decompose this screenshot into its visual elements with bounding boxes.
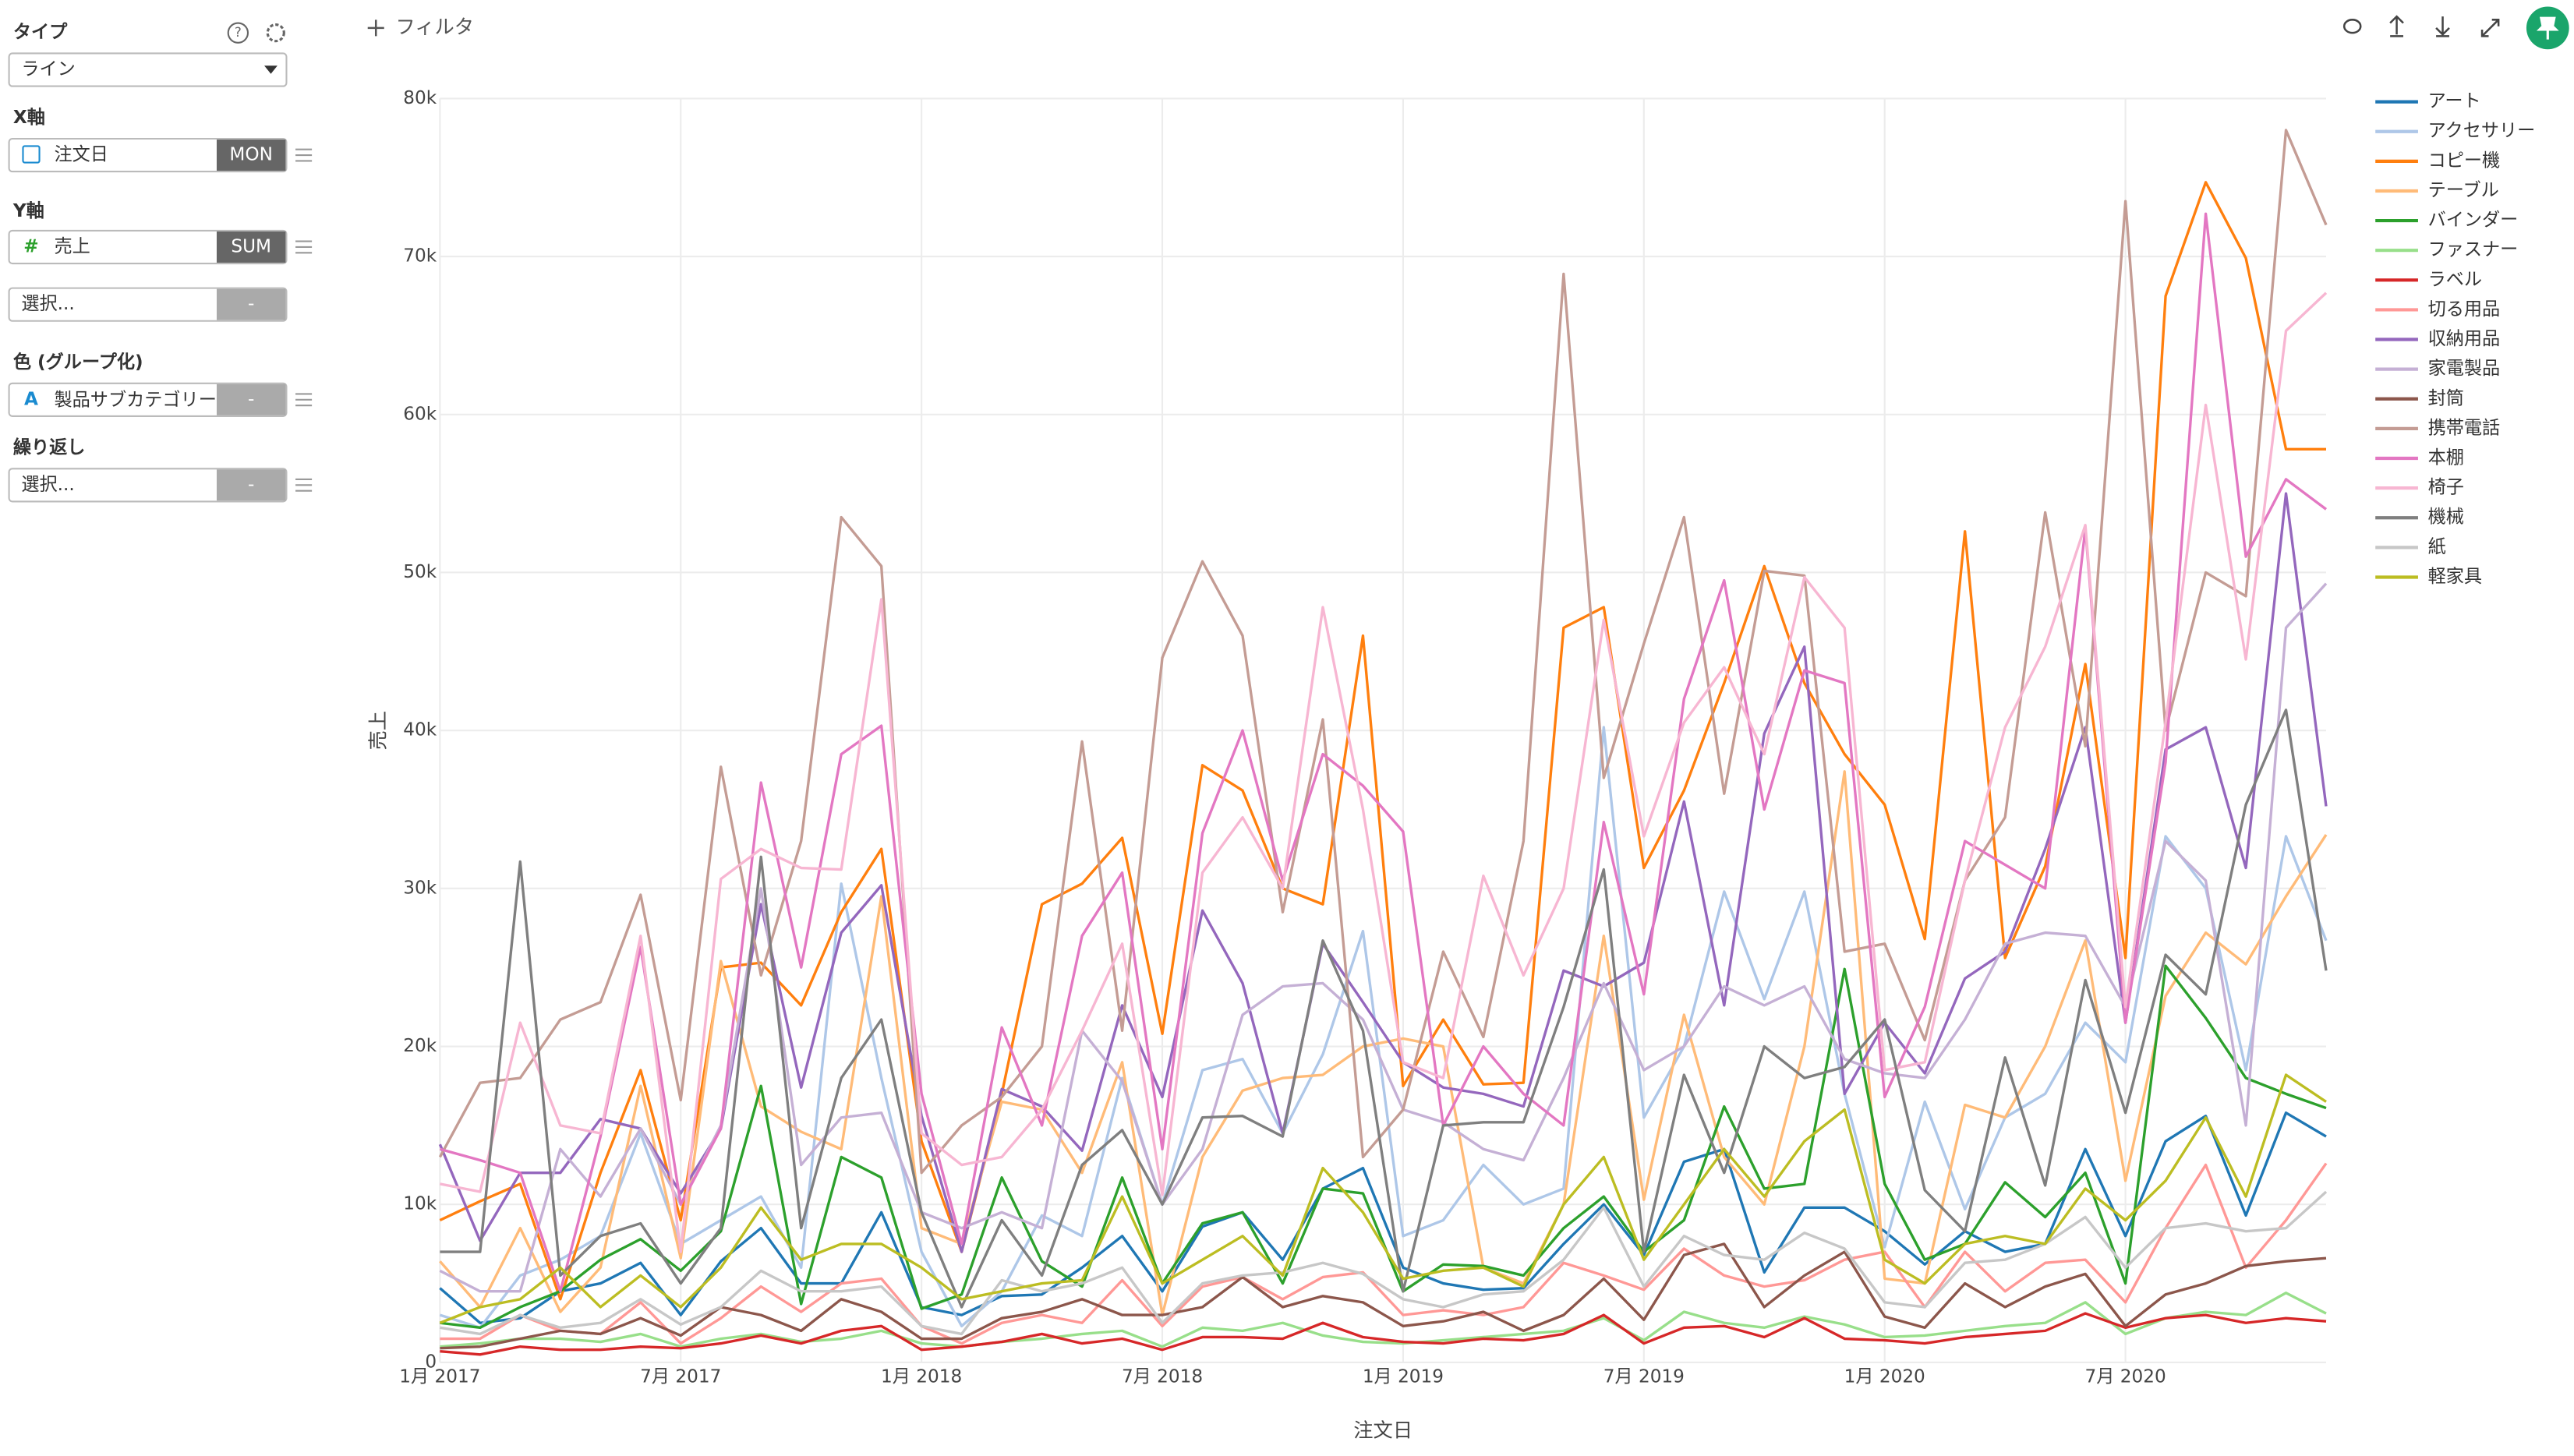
y-tick-label: 40k — [403, 720, 437, 740]
x-field-name: 注文日 — [54, 145, 108, 165]
series-line — [439, 1073, 2327, 1324]
y2-agg: - — [248, 294, 254, 314]
series-line — [440, 1312, 2327, 1356]
series-line — [440, 1190, 2328, 1336]
x-axis-label: X軸 — [13, 108, 45, 128]
legend-label: テーブル — [2428, 180, 2499, 200]
series-line — [440, 1242, 2327, 1350]
number-icon: # — [23, 236, 38, 256]
help-icon-glyph: ? — [235, 24, 242, 40]
legend-label: 切る用品 — [2428, 299, 2501, 320]
repeat-label: 繰り返し — [13, 436, 86, 458]
legend-label: ラベル — [2428, 270, 2482, 290]
y-tick-label: 0 — [425, 1352, 437, 1372]
x-tick-label: 1月 2019 — [1363, 1366, 1444, 1387]
series-line — [440, 1292, 2327, 1348]
color-field-clip: 製品サブカテゴリー — [54, 390, 216, 410]
x-tick-label: 1月 2020 — [1844, 1366, 1925, 1387]
y-agg: SUM — [231, 236, 271, 256]
color-agg: - — [248, 389, 254, 409]
toolbar: フィルタ — [367, 6, 2569, 50]
x-tick-label: 7月 2020 — [2085, 1366, 2166, 1387]
legend-label: アート — [2428, 91, 2481, 111]
color-agg-box[interactable] — [216, 383, 286, 415]
y-tick-label: 10k — [403, 1194, 437, 1214]
y-tick-label: 60k — [403, 404, 437, 424]
x-agg-box[interactable] — [216, 140, 286, 171]
type-label: タイプ — [13, 23, 68, 43]
type-dropdown[interactable] — [8, 52, 288, 87]
series-line — [439, 212, 2328, 1293]
legend-label: コピー機 — [2428, 150, 2501, 171]
color-field-name: 製品サブカテゴリー — [54, 390, 216, 410]
filter-button[interactable]: フィルタ — [396, 16, 475, 38]
repeat-agg: - — [248, 475, 254, 495]
legend-label: バインダー — [2428, 210, 2519, 231]
legend-label: 家電製品 — [2428, 359, 2501, 379]
type-value: ライン — [21, 59, 75, 80]
color-label: 色 (グループ化) — [13, 352, 143, 373]
y2-field-name: 選択... — [21, 294, 74, 314]
action-icons[interactable] — [2342, 15, 2500, 37]
dropdown-caret — [264, 65, 278, 74]
x-tick-label: 7月 2018 — [1122, 1366, 1203, 1387]
y-tick-label: 20k — [403, 1036, 437, 1056]
pin-icon — [2536, 16, 2559, 40]
legend-label: 椅子 — [2428, 478, 2464, 498]
y-tick-label: 80k — [403, 88, 437, 108]
series-line — [439, 770, 2328, 1316]
x-tick-label: 7月 2017 — [640, 1366, 721, 1387]
legend-label: 紙 — [2428, 537, 2446, 557]
legend-label: 収納用品 — [2428, 329, 2501, 349]
series-line — [440, 709, 2328, 1309]
legend-label: ファスナー — [2428, 240, 2519, 260]
text-icon: A — [24, 389, 38, 409]
legend-label: アクセサリー — [2428, 121, 2536, 141]
y-field-name: 売上 — [54, 236, 90, 256]
y-tick-label: 30k — [403, 878, 437, 898]
y-tick-label: 50k — [403, 562, 437, 582]
legend-label: 軽家具 — [2428, 567, 2482, 587]
help-icon[interactable] — [227, 22, 249, 44]
y-axis-title: 売上 — [366, 711, 389, 751]
x-tick-label: 7月 2019 — [1603, 1366, 1685, 1387]
sidebar: タイプ ? ライン X軸 注文日 MON Y軸 # 売上 SUM 選択... -… — [8, 22, 313, 503]
series-line — [440, 964, 2327, 1330]
legend-label: 機械 — [2428, 507, 2464, 528]
y-agg-box[interactable] — [216, 231, 286, 263]
legend-label: 封筒 — [2428, 388, 2464, 408]
x-tick-label: 1月 2017 — [399, 1366, 480, 1387]
y-tick-label: 70k — [403, 246, 437, 267]
x-agg: MON — [229, 145, 273, 165]
series-line — [440, 292, 2328, 1253]
series-line — [439, 726, 2328, 1330]
repeat-agg-box[interactable] — [216, 469, 286, 501]
repeat-field-name: 選択... — [21, 475, 74, 495]
calendar-icon — [22, 145, 41, 164]
series-line — [439, 1111, 2327, 1324]
menu-icons[interactable] — [295, 148, 313, 492]
legend-label: 本棚 — [2428, 448, 2464, 468]
series-line — [438, 129, 2328, 1175]
plot: 0 10k 20k 30k 40k 50k 60k 70k 80k 1月 2017 7月 2017 1… — [366, 88, 2535, 1441]
add-icon[interactable] — [367, 19, 384, 37]
x-tick-label: 1月 2018 — [881, 1366, 962, 1387]
y-axis-label: Y軸 — [12, 201, 44, 221]
series-line — [440, 1162, 2328, 1345]
legend-label: 携帯電話 — [2428, 418, 2501, 438]
x-axis-title: 注文日 — [1353, 1419, 1413, 1441]
y2-agg-box[interactable] — [216, 288, 286, 320]
settings-icon[interactable] — [266, 23, 285, 43]
